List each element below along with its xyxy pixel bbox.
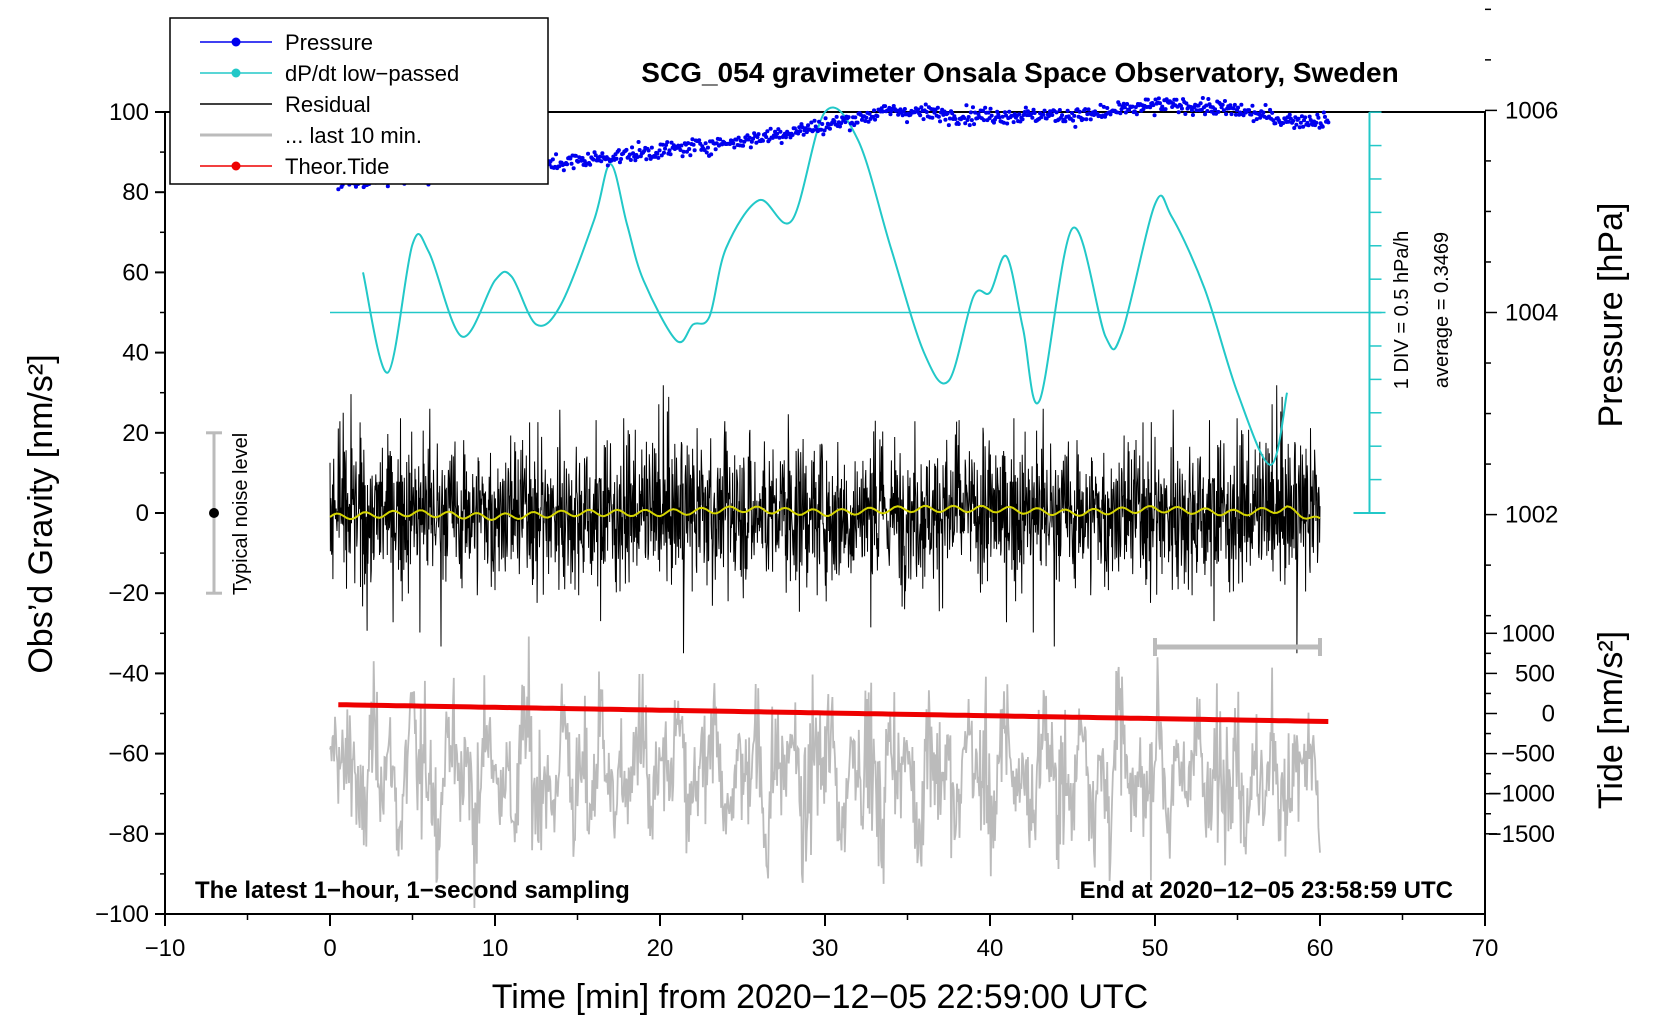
noise-label: Typical noise level <box>230 433 252 595</box>
x-tick-label: 0 <box>323 935 336 962</box>
series-dpdt <box>362 106 1288 466</box>
x-tick-label: 10 <box>482 935 509 962</box>
legend-label: Residual <box>285 92 371 117</box>
legend-box <box>169 17 549 185</box>
y-tick-label: 80 <box>122 179 149 206</box>
pressure-tick-label: 1006 <box>1505 97 1558 124</box>
x-tick-label: 70 <box>1472 935 1499 962</box>
legend-swatch-marker <box>231 161 241 171</box>
legend-label: Theor.Tide <box>285 154 389 179</box>
y-tick-label: −40 <box>108 660 149 687</box>
series-residual-smoothed <box>329 504 1321 522</box>
note-bottom-right: End at 2020−12−05 23:58:59 UTC <box>1079 877 1453 904</box>
x-tick-label: 60 <box>1307 935 1334 962</box>
series-last10 <box>329 636 1321 909</box>
y-tick-label: 40 <box>122 340 149 367</box>
y-tick-label: −80 <box>108 821 149 848</box>
data-layer <box>329 96 1386 909</box>
tide-tick-label: 0 <box>1542 701 1555 728</box>
legend-label: Pressure <box>285 30 373 55</box>
legend-items: Pressure dP/dt low−passed Residual ... last… <box>200 30 459 179</box>
x-tick-label: 50 <box>1142 935 1169 962</box>
noise-dot <box>209 508 219 518</box>
legend-swatch-marker <box>231 68 241 78</box>
chart-title: SCG_054 gravimeter Onsala Space Observat… <box>641 57 1398 88</box>
y-tick-label: 20 <box>122 420 149 447</box>
pressure-tick-labels: 1006 1004 1002 <box>1505 97 1558 528</box>
y-axis-title-tide: Tide [nm/s²] <box>1592 631 1630 809</box>
y-tick-label: −100 <box>95 901 149 928</box>
legend: Pressure dP/dt low−passed Residual ... last… <box>169 17 549 185</box>
noise-indicator: Typical noise level <box>206 431 252 595</box>
tide-tick-label: −500 <box>1501 741 1555 768</box>
y-tick-label: 60 <box>122 259 149 286</box>
y-tick-label: 0 <box>136 500 149 527</box>
legend-swatch-marker <box>231 37 241 47</box>
x-tick-label: 30 <box>812 935 839 962</box>
x-tick-label: −10 <box>145 935 186 962</box>
tide-tick-labels: 1000 500 0 −500 −1000 −1500 <box>1488 620 1555 848</box>
series-theor-tide <box>338 702 1329 724</box>
last10-span <box>1153 638 1322 656</box>
y-tick-label: −60 <box>108 741 149 768</box>
y-tick-labels: 100 80 60 40 20 0 −20 −40 −60 −80 −100 <box>95 99 149 928</box>
tide-tick-label: −1000 <box>1488 781 1555 808</box>
tide-tick-label: −1500 <box>1488 821 1555 848</box>
legend-label: ... last 10 min. <box>285 123 422 148</box>
legend-label: dP/dt low−passed <box>285 61 459 86</box>
x-tick-label: 20 <box>647 935 674 962</box>
dpdt-average-label: average = 0.3469 <box>1431 232 1453 388</box>
note-bottom-left: The latest 1−hour, 1−second sampling <box>195 877 630 904</box>
axis-ticks <box>155 8 1497 926</box>
dpdt-scale-label: 1 DIV = 0.5 hPa/h <box>1391 231 1413 389</box>
x-axis-title: Time [min] from 2020−12−05 22:59:00 UTC <box>492 978 1148 1016</box>
y-tick-label: 100 <box>109 99 149 126</box>
y-axis-title-pressure: Pressure [hPa] <box>1592 203 1630 428</box>
pressure-tick-label: 1004 <box>1505 300 1558 327</box>
x-tick-labels: −10 0 10 20 30 40 50 60 70 <box>145 935 1499 962</box>
tide-tick-label: 500 <box>1515 660 1555 687</box>
pressure-tick-label: 1002 <box>1505 502 1558 529</box>
y-axis-title-left: Obs’d Gravity [nm/s²] <box>22 354 60 673</box>
series-residual <box>329 385 1321 654</box>
x-tick-label: 40 <box>977 935 1004 962</box>
y-tick-label: −20 <box>108 580 149 607</box>
tide-tick-label: 1000 <box>1502 620 1555 647</box>
